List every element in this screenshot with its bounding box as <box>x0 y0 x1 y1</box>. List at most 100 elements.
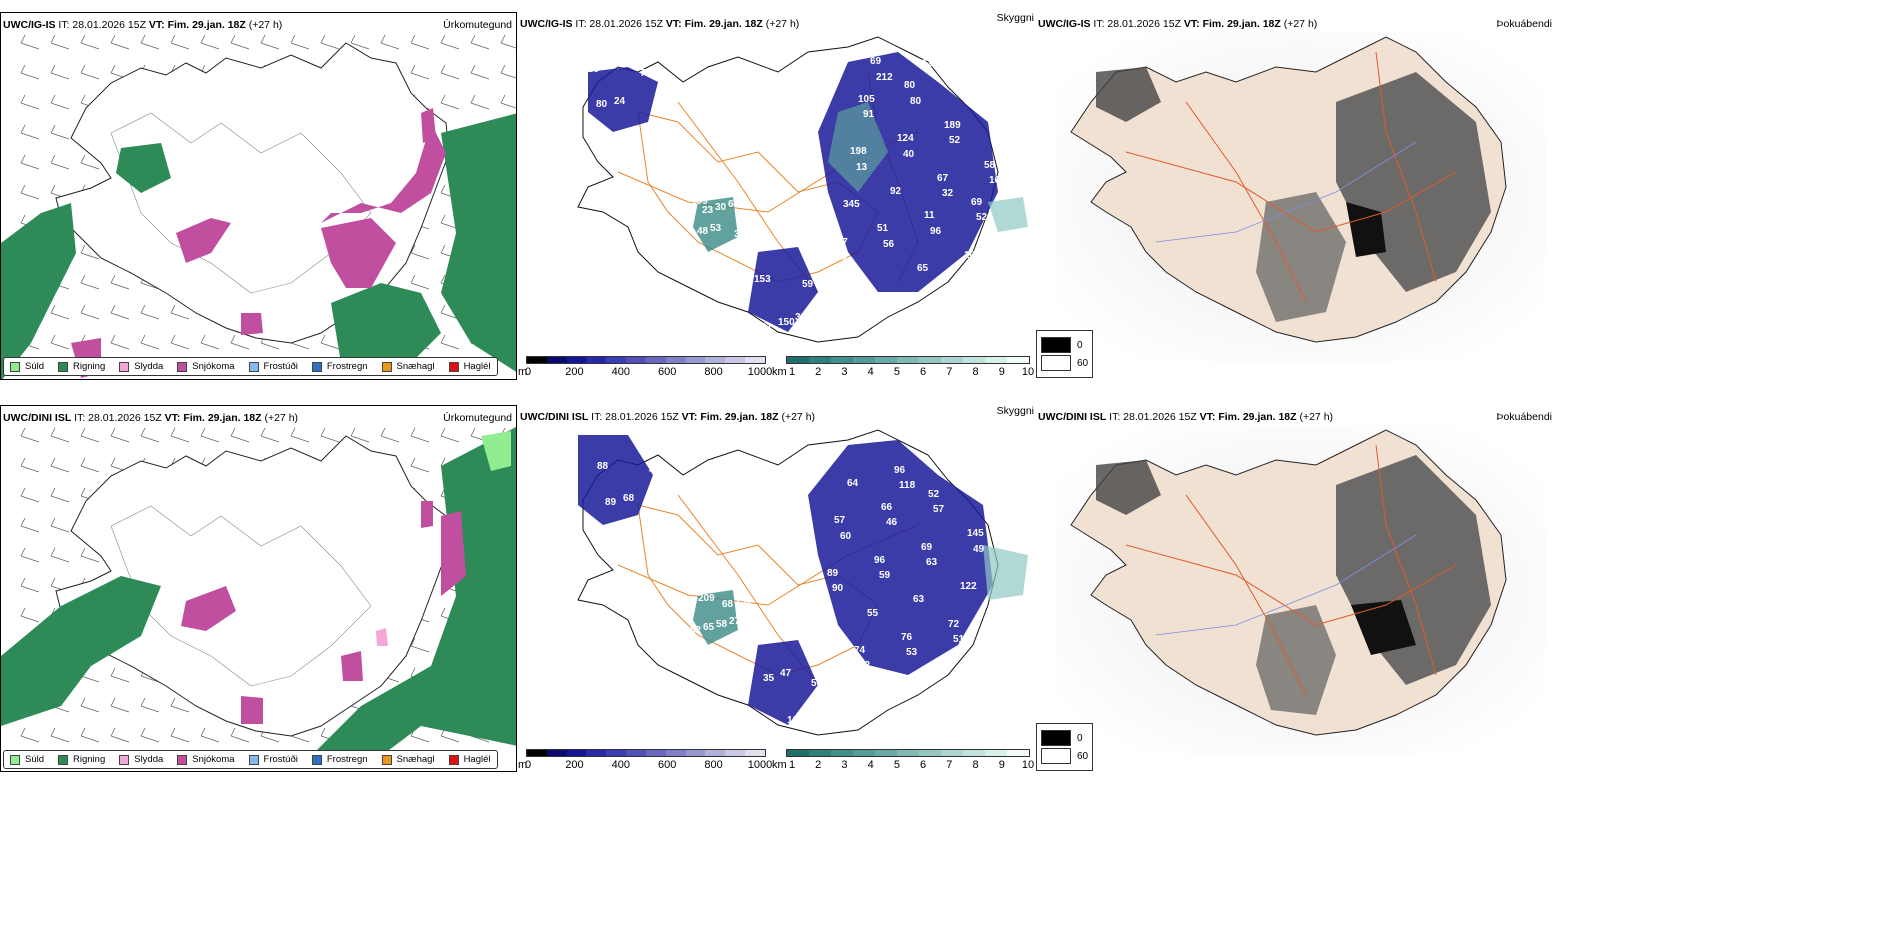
visibility-value-label: 89 <box>605 497 617 508</box>
colorbar-tick: 0 <box>524 759 532 771</box>
panel-type-label: Skyggni <box>996 405 1034 417</box>
wind-barb <box>20 487 40 503</box>
colorbar-tick: 600 <box>658 366 677 378</box>
visibility-value-label: 57 <box>834 515 846 526</box>
visibility-value-label: 86 <box>940 451 952 462</box>
colorbar-segment <box>527 357 547 363</box>
colorbar-segment <box>963 357 985 363</box>
visibility-value-label: 48 <box>697 226 709 237</box>
panel-type-label: Þokuábendi <box>1496 411 1552 423</box>
colorbar-segment <box>985 357 1007 363</box>
wind-barb <box>50 154 70 170</box>
visibility-value-label: 209 <box>698 593 715 604</box>
wind-barb <box>410 274 430 290</box>
wind-barb <box>20 124 40 140</box>
visibility-value-label: 50 <box>588 64 600 75</box>
wind-barb <box>110 667 130 683</box>
wind-barb <box>50 547 70 563</box>
colorbar-segment <box>853 357 875 363</box>
visibility-value-label: 80 <box>596 99 608 110</box>
colorbar-tick: 1000 <box>747 759 773 771</box>
wind-barb <box>140 427 160 443</box>
colorbar-segment <box>919 750 941 756</box>
visibility-value-label: 198 <box>850 146 867 157</box>
wind-barb <box>260 34 280 50</box>
fog-map <box>1056 425 1546 755</box>
colorbar-segment <box>809 750 831 756</box>
visibility-value-label: 59 <box>879 570 891 581</box>
precip-panel-bottom: UWC/DINI ISL IT: 28.01.2026 15Z VT: Fim.… <box>0 405 517 772</box>
colorbar-segment <box>919 357 941 363</box>
wind-barb <box>410 637 430 653</box>
visibility-value-label: 68 <box>623 493 635 504</box>
legend-swatch <box>58 754 69 765</box>
wind-barb <box>440 94 460 110</box>
visibility-value-label: 91 <box>863 109 875 120</box>
colorbar-segment <box>685 750 706 756</box>
colorbar-segment <box>665 750 686 756</box>
wind-barb <box>230 727 250 743</box>
visibility-value-label: 30 <box>715 202 727 213</box>
visibility-value-label: 40 <box>903 149 915 160</box>
visibility-value-label: 96 <box>930 226 942 237</box>
colorbar-tick: 4 <box>867 366 874 378</box>
colorbar-segment <box>941 750 963 756</box>
visibility-value-label: 52 <box>859 660 871 671</box>
visibility-value-label: 53 <box>710 223 722 234</box>
wind-barb <box>20 727 40 743</box>
wind-barb <box>290 427 310 443</box>
colorbar-segment <box>685 357 706 363</box>
visibility-value-label: 31 <box>761 322 773 333</box>
colorbar-segment <box>831 357 853 363</box>
visibility-value-label: 60 <box>840 531 852 542</box>
fog-legend-row: 0 <box>1041 730 1088 746</box>
visibility-value-label: 212 <box>876 72 893 83</box>
precip-map <box>1 34 516 379</box>
visibility-map: 50 24 74 80 80 69 105 11 131 51 189 137 124 106 198 65 5… <box>577 36 1028 343</box>
fog-legend-label: 0 <box>1077 732 1083 744</box>
precip-legend-item: Súld <box>10 361 44 372</box>
fog-legend-row: 60 <box>1041 748 1088 764</box>
wind-barb <box>80 244 100 260</box>
visibility-value-label: 52 <box>976 212 988 223</box>
wind-barb <box>470 64 490 80</box>
panel-title: UWC/IG-IS IT: 28.01.2026 15Z VT: Fim. 29… <box>1038 18 1318 30</box>
wind-barb <box>50 34 70 50</box>
colorbar-segment <box>705 357 726 363</box>
colorbar-segment <box>831 750 853 756</box>
panel-type-label: Úrkomutegund <box>443 19 512 31</box>
colorbar-tick: 1 <box>788 366 796 378</box>
visibility-value-label: 118 <box>980 491 997 502</box>
wind-barb <box>20 94 40 110</box>
colorbar-segment <box>725 357 746 363</box>
wind-barb <box>20 427 40 443</box>
wind-barb <box>200 34 220 50</box>
legend-swatch <box>58 361 69 372</box>
fog-legend-label: 0 <box>1077 339 1083 351</box>
wind-barb <box>50 487 70 503</box>
visibility-value-label: 23 <box>702 205 714 216</box>
fog-legend: 0 60 <box>1036 723 1094 771</box>
legend-label: Súld <box>25 754 45 765</box>
legend-label: Snjókoma <box>192 754 235 765</box>
visibility-value-label: 32 <box>942 188 954 199</box>
fog-panel-bottom: UWC/DINI ISL IT: 28.01.2026 15Z VT: Fim.… <box>1036 405 1556 772</box>
elevation-colorbar: m 0 200 400 600 800 1000 <box>518 356 772 380</box>
visibility-value-label: 52 <box>928 489 940 500</box>
precip-legend: Súld Rigning Slydda Snjókoma Frostúði Frostre… <box>3 357 498 376</box>
visibility-value-label: 64 <box>728 199 740 210</box>
visibility-value-label: 50 <box>811 678 823 689</box>
colorbar-segment <box>897 357 919 363</box>
wind-barb <box>500 34 516 49</box>
wind-barb <box>20 547 40 563</box>
wind-barb <box>20 607 40 623</box>
legend-swatch <box>119 754 130 765</box>
wind-barb <box>140 334 160 350</box>
wind-barb <box>20 517 40 533</box>
visibility-value-label: 162 <box>989 175 1006 186</box>
precip-legend-item: Snjókoma <box>177 754 235 765</box>
elevation-unit: m <box>518 759 528 771</box>
wind-barb <box>110 34 130 50</box>
legend-label: Frostúði <box>263 361 298 372</box>
visibility-colorbar: km 1 2 3 4 5 6 7 8 9 10 <box>772 356 1034 380</box>
